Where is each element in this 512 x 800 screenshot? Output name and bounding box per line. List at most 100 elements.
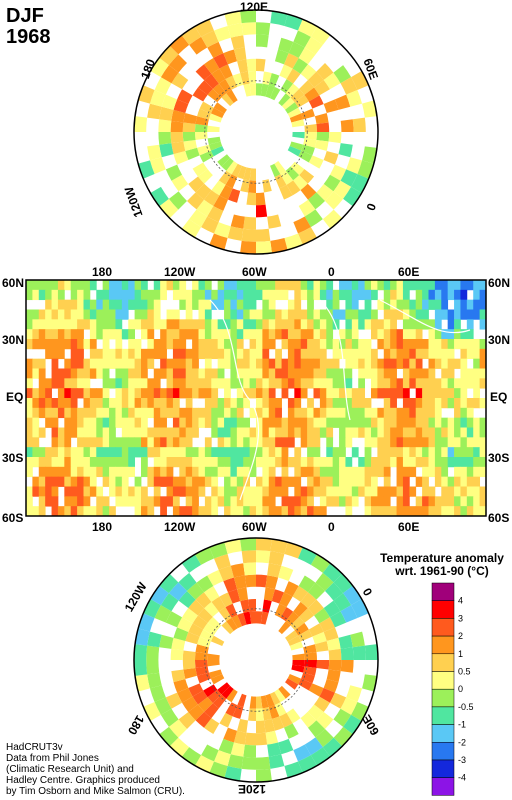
anomaly-cell — [147, 299, 155, 310]
anomaly-cell — [128, 407, 136, 419]
anomaly-cell — [96, 437, 104, 448]
anomaly-cell — [201, 30, 219, 48]
anomaly-cell — [134, 407, 142, 419]
anomaly-cell — [316, 183, 334, 202]
anomaly-cell — [38, 427, 46, 438]
anomaly-cell — [313, 280, 321, 291]
anomaly-cell — [346, 157, 363, 175]
anomaly-cell — [270, 238, 288, 253]
anomaly-cell — [441, 398, 449, 409]
anomaly-cell — [236, 437, 244, 448]
anomaly-cell — [479, 339, 487, 350]
anomaly-cell — [434, 466, 442, 478]
legend-tick-label: 2 — [458, 631, 463, 641]
anomaly-cell — [447, 476, 455, 487]
anomaly-cell — [172, 339, 180, 350]
anomaly-cell — [256, 486, 263, 497]
anomaly-cell — [198, 457, 206, 468]
anomaly-cell — [415, 368, 423, 379]
anomaly-cell — [280, 607, 294, 622]
legend-tick-label: 4 — [458, 596, 463, 606]
anomaly-cell — [454, 289, 461, 301]
anomaly-cell — [196, 575, 214, 593]
anomaly-cell — [441, 457, 449, 468]
anomaly-cell — [390, 506, 397, 517]
anomaly-cell — [326, 466, 334, 478]
anomaly-cell — [64, 437, 72, 448]
anomaly-cell — [460, 457, 468, 468]
anomaly-cell — [466, 339, 474, 350]
anomaly-cell — [326, 368, 334, 379]
anomaly-cell — [441, 427, 449, 438]
legend-swatch — [431, 618, 455, 637]
anomaly-cell — [390, 388, 397, 399]
anomaly-cell — [351, 339, 359, 350]
anomaly-cell — [70, 388, 78, 399]
anomaly-cell — [300, 289, 308, 301]
legend-swatch — [431, 653, 455, 672]
anomaly-cell — [217, 466, 225, 478]
anomaly-cell — [473, 437, 481, 448]
anomaly-cell — [219, 184, 233, 200]
anomaly-cell — [280, 170, 294, 185]
anomaly-cell — [83, 506, 91, 517]
anomaly-cell — [77, 348, 84, 360]
anomaly-cell — [409, 329, 417, 340]
anomaly-cell — [278, 621, 291, 635]
anomaly-cell — [275, 427, 282, 438]
anomaly-cell — [32, 506, 40, 517]
anomaly-cell — [396, 309, 404, 320]
anomaly-cell — [218, 565, 234, 582]
anomaly-cell — [284, 581, 299, 597]
anomaly-cell — [198, 289, 206, 301]
anomaly-cell — [428, 358, 436, 369]
anomaly-cell — [243, 388, 251, 399]
anomaly-cell — [262, 707, 272, 721]
anomaly-cell — [172, 457, 180, 468]
anomaly-cell — [415, 280, 423, 291]
anomaly-cell — [415, 309, 423, 320]
anomaly-cell — [358, 280, 366, 291]
anomaly-cell — [307, 457, 314, 468]
anomaly-cell — [300, 339, 308, 350]
anomaly-cell — [473, 339, 481, 350]
anomaly-cell — [243, 348, 251, 360]
anomaly-cell — [224, 388, 231, 399]
anomaly-cell — [237, 587, 249, 602]
anomaly-cell — [204, 586, 220, 602]
anomaly-cell — [434, 309, 442, 320]
anomaly-cell — [64, 506, 72, 517]
anomaly-cell — [278, 685, 291, 699]
anomaly-cell — [243, 417, 251, 428]
anomaly-cell — [179, 506, 187, 517]
anomaly-cell — [241, 228, 256, 242]
credit-line: by Tim Osborn and Mike Salmon (CRU). — [6, 786, 185, 797]
anomaly-cell — [128, 348, 136, 360]
anomaly-cell — [262, 506, 270, 517]
anomaly-cell — [192, 690, 208, 705]
anomaly-cell — [294, 447, 302, 458]
anomaly-cell — [319, 378, 327, 389]
anomaly-cell — [390, 358, 397, 369]
anomaly-cell — [102, 476, 110, 487]
anomaly-cell — [316, 660, 330, 670]
legend-tick-label: 3 — [458, 613, 463, 623]
anomaly-cell — [83, 476, 91, 487]
anomaly-cell — [134, 280, 142, 291]
anomaly-cell — [192, 447, 199, 458]
anomaly-cell — [221, 621, 234, 635]
anomaly-cell — [287, 398, 295, 409]
anomaly-cell — [298, 678, 313, 691]
anomaly-cell — [291, 119, 305, 128]
anomaly-cell — [390, 407, 397, 419]
anomaly-cell — [402, 378, 410, 389]
anomaly-cell — [147, 339, 155, 350]
anomaly-cell — [166, 319, 174, 330]
anomaly-cell — [428, 506, 436, 517]
anomaly-cell — [236, 299, 244, 310]
anomaly-cell — [225, 603, 238, 618]
anomaly-cell — [454, 466, 461, 478]
anomaly-cell — [185, 299, 193, 310]
anomaly-cell — [26, 407, 33, 419]
anomaly-cell — [479, 437, 487, 448]
